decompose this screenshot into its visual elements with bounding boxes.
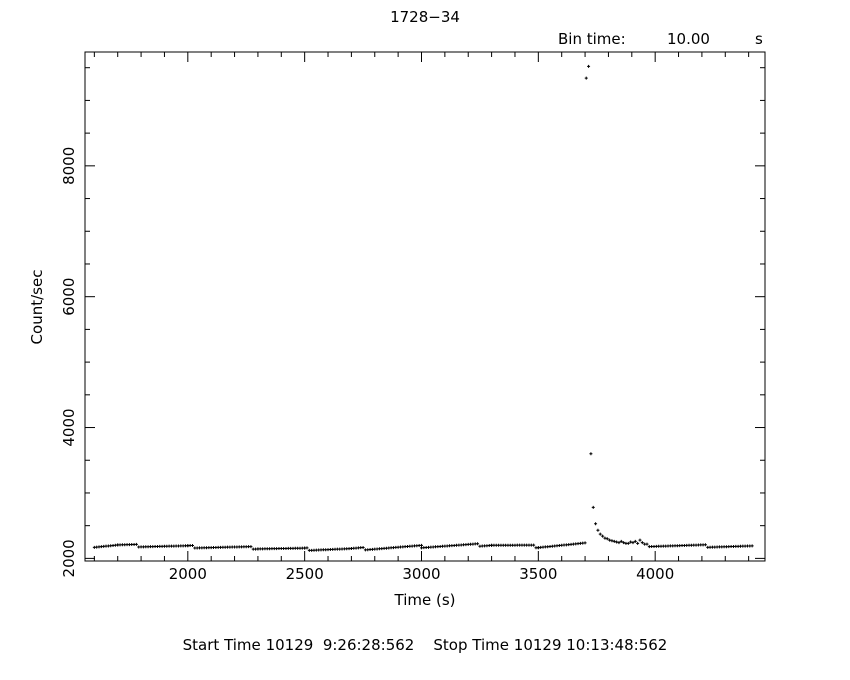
data-point-228 xyxy=(605,537,609,541)
x-axis-tick-labels: 2000 2500 3000 3500 4000 xyxy=(169,565,675,583)
y-axis-tick-labels: 2000 4000 6000 8000 xyxy=(60,147,78,578)
data-point-229 xyxy=(608,538,612,542)
x-tick-label-4000: 4000 xyxy=(636,565,674,583)
data-point-231 xyxy=(612,539,616,543)
start-time-value: 10129 9:26:28:562 xyxy=(265,636,415,654)
data-point-243 xyxy=(640,541,644,545)
bin-time-unit: s xyxy=(755,30,763,48)
data-point-245 xyxy=(645,542,649,546)
data-point-241 xyxy=(636,541,640,545)
y-tick-label-6000: 6000 xyxy=(60,278,78,316)
data-point-239 xyxy=(631,541,635,545)
bin-time-value: 10.00 xyxy=(667,30,710,48)
data-point-233 xyxy=(617,541,621,545)
chart-title: 1728−34 xyxy=(390,8,460,26)
data-point-19 xyxy=(134,542,138,546)
x-axis-label: Time (s) xyxy=(394,591,456,609)
y-tick-label-4000: 4000 xyxy=(60,408,78,446)
data-point-69 xyxy=(249,545,253,549)
stop-time-label: Stop Time xyxy=(433,636,509,654)
data-point-238 xyxy=(629,540,633,544)
data-point-240 xyxy=(633,539,637,543)
data-point-44 xyxy=(190,543,194,547)
data-point-237 xyxy=(626,541,630,545)
data-point-220 xyxy=(587,64,591,68)
y-tick-label-8000: 8000 xyxy=(60,147,78,185)
y-axis-label: Count/sec xyxy=(28,270,46,345)
data-point-235 xyxy=(622,541,626,545)
data-point-223 xyxy=(594,522,598,526)
data-point-224 xyxy=(596,528,600,532)
y-axis-ticks xyxy=(85,67,765,559)
data-point-227 xyxy=(603,536,607,540)
stop-time-value: 10129 10:13:48:562 xyxy=(513,636,668,654)
x-tick-label-3000: 3000 xyxy=(402,565,440,583)
x-tick-label-2000: 2000 xyxy=(169,565,207,583)
data-point-225 xyxy=(598,532,602,536)
data-point-270 xyxy=(703,543,707,547)
data-point-226 xyxy=(601,534,605,538)
time-range-footer: Start Time 10129 9:26:28:562 Stop Time 1… xyxy=(0,636,850,654)
data-point-221 xyxy=(589,452,593,456)
start-time-label: Start Time xyxy=(182,636,261,654)
data-point-290 xyxy=(750,544,754,548)
data-point-120 xyxy=(361,545,365,549)
x-tick-label-2500: 2500 xyxy=(286,565,324,583)
data-point-230 xyxy=(610,539,614,543)
data-points xyxy=(92,64,754,552)
x-axis-ticks xyxy=(93,52,750,561)
data-point-232 xyxy=(615,540,619,544)
y-tick-label-2000: 2000 xyxy=(60,539,78,577)
data-point-222 xyxy=(591,505,595,509)
x-tick-label-3500: 3500 xyxy=(519,565,557,583)
data-point-145 xyxy=(419,543,423,547)
bin-time-label: Bin time: xyxy=(558,30,626,48)
data-point-195 xyxy=(532,543,536,547)
plot-frame xyxy=(84,51,766,562)
data-point-95 xyxy=(305,546,309,550)
data-point-219 xyxy=(584,76,588,80)
data-point-170 xyxy=(476,542,480,546)
data-point-218 xyxy=(583,541,587,545)
data-point-242 xyxy=(638,538,642,542)
data-point-234 xyxy=(619,539,623,543)
